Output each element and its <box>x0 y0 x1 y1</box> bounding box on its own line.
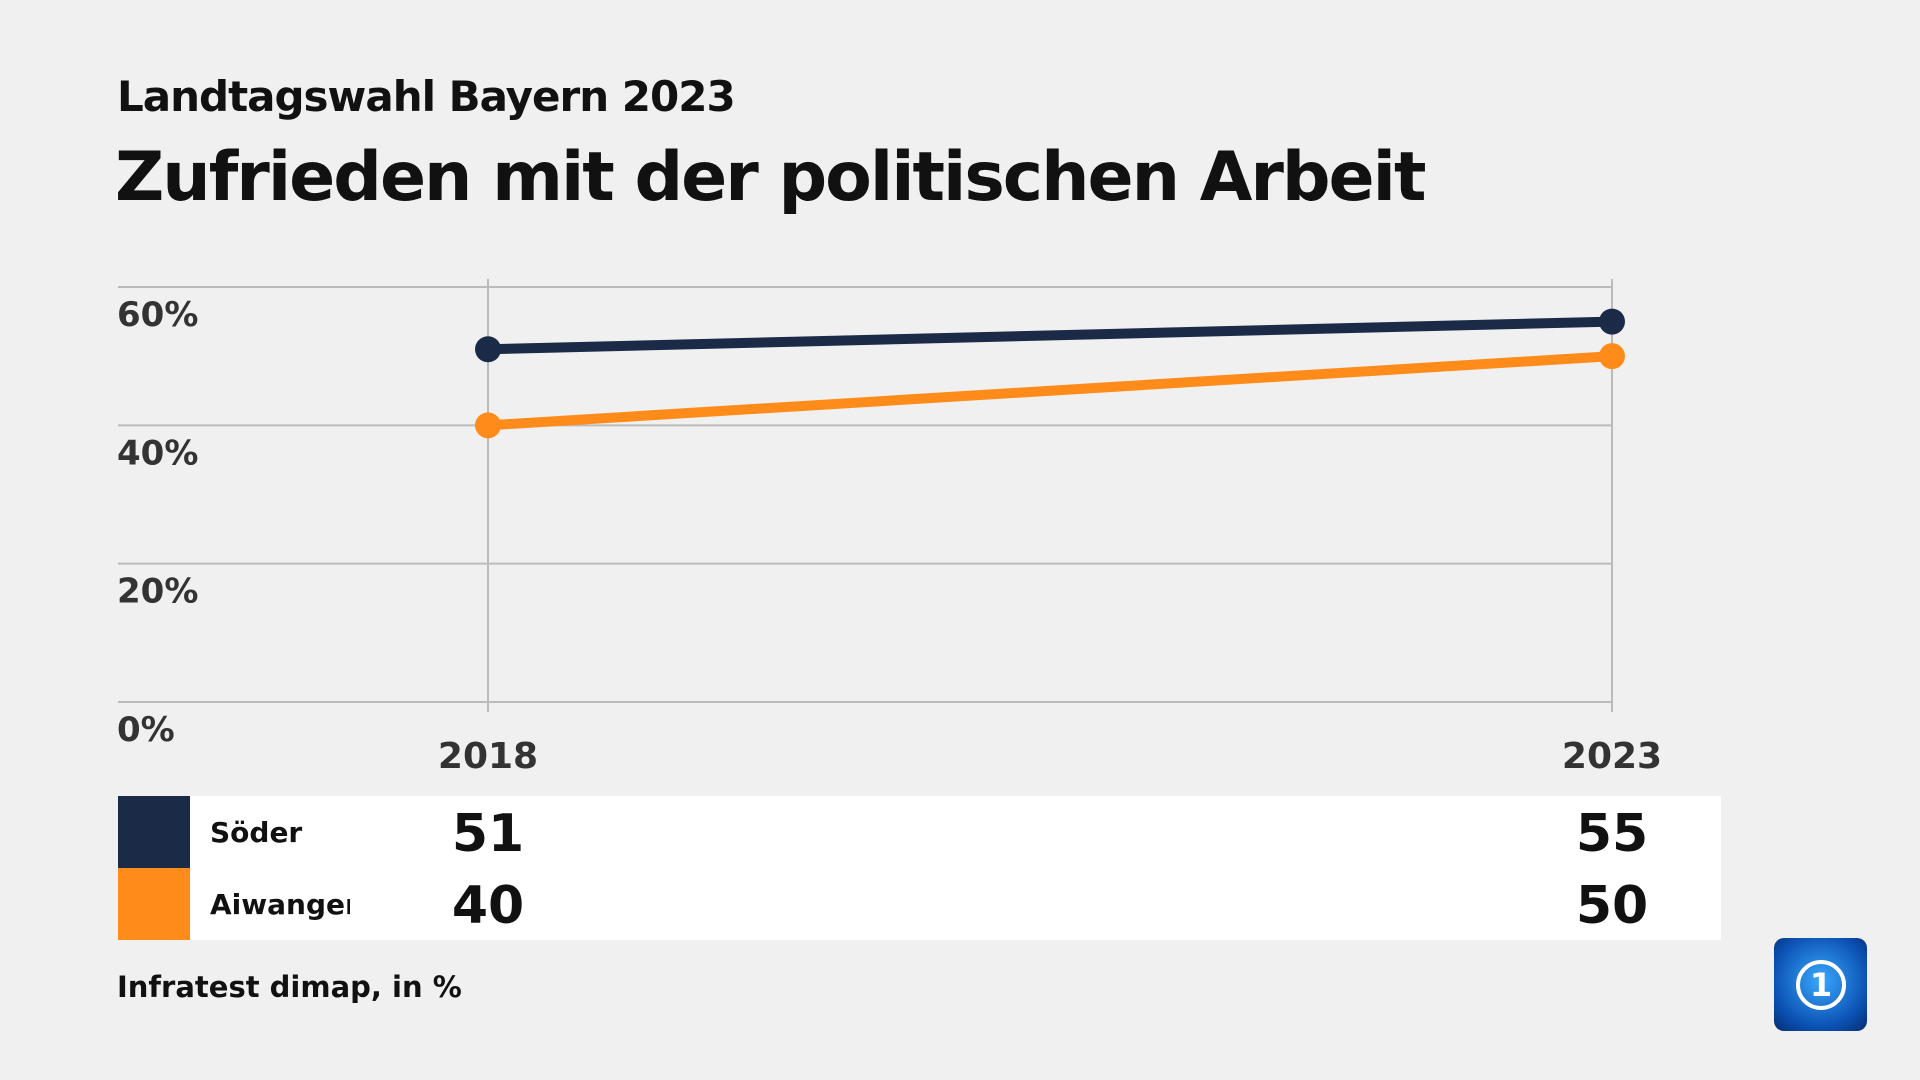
legend-table: Söder 51 55 Aiwanger 40 50 <box>118 796 1721 940</box>
legend-swatch <box>118 796 190 868</box>
legend-row-aiwanger: Aiwanger 40 50 <box>118 868 1721 940</box>
data-point <box>1599 308 1625 335</box>
legend-row-soeder: Söder 51 55 <box>118 796 1721 868</box>
x-tick-label: 2018 <box>438 736 538 777</box>
y-tick-label: 0% <box>117 710 175 750</box>
value-2023: 50 <box>1575 876 1649 936</box>
source-note: Infratest dimap, in % <box>117 970 462 1004</box>
x-tick-label: 2023 <box>1562 736 1662 777</box>
data-point <box>475 412 501 439</box>
chart-title: Zufrieden mit der politischen Arbeit <box>115 138 1426 217</box>
series-line <box>487 316 1613 355</box>
chart-subtitle: Landtagswahl Bayern 2023 <box>117 72 736 121</box>
y-tick-label: 40% <box>117 433 198 473</box>
value-2018: 51 <box>451 804 525 864</box>
y-tick-label: 20% <box>117 572 198 612</box>
value-2023: 55 <box>1575 804 1649 864</box>
legend-swatch <box>118 868 190 940</box>
series-line <box>487 351 1613 431</box>
y-tick-label: 60% <box>117 295 198 335</box>
line-chart: 0% 20% 40% 60% 2018 2023 <box>117 279 1662 777</box>
legend-name: Aiwanger <box>210 888 350 921</box>
value-2018: 40 <box>451 876 525 936</box>
data-point <box>475 336 501 363</box>
data-point <box>1599 343 1625 370</box>
tagesschau-logo: 1 <box>1774 938 1867 1031</box>
logo-mark: 1 <box>1796 960 1846 1010</box>
legend-name: Söder <box>210 816 303 849</box>
